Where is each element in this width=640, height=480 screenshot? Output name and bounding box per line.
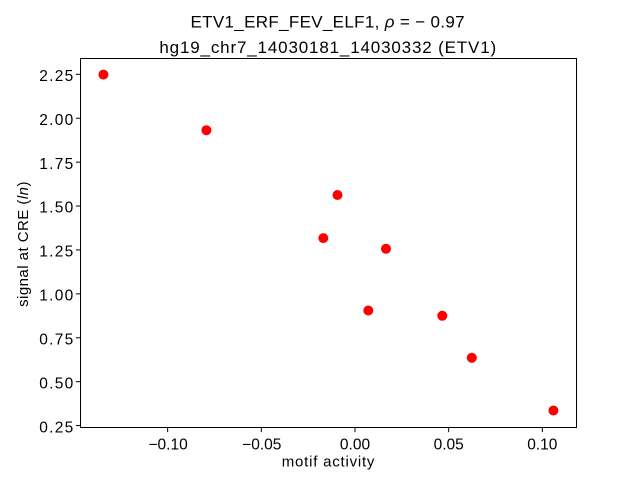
svg-text:0.10: 0.10 <box>527 436 558 453</box>
svg-text:0.05: 0.05 <box>434 436 464 453</box>
svg-text:0.50: 0.50 <box>39 375 74 392</box>
svg-text:0.25: 0.25 <box>39 419 74 436</box>
svg-text:−0.05: −0.05 <box>242 436 281 453</box>
svg-text:−0.10: −0.10 <box>148 436 188 453</box>
svg-text:0.75: 0.75 <box>39 331 74 348</box>
svg-text:0.00: 0.00 <box>340 436 371 453</box>
svg-text:2.00: 2.00 <box>39 112 74 129</box>
svg-text:ETV1_ERF_FEV_ELF1, ρ = − 0.97: ETV1_ERF_FEV_ELF1, ρ = − 0.97 <box>190 13 464 32</box>
svg-text:hg19_chr7_14030181_14030332 (E: hg19_chr7_14030181_14030332 (ETV1) <box>159 38 497 57</box>
svg-text:1.25: 1.25 <box>39 244 74 261</box>
svg-text:1.75: 1.75 <box>39 156 74 173</box>
svg-text:1.00: 1.00 <box>39 288 74 305</box>
svg-text:1.50: 1.50 <box>39 200 74 217</box>
svg-text:2.25: 2.25 <box>39 68 74 85</box>
svg-text:signal at CRE (ln): signal at CRE (ln) <box>15 181 32 307</box>
svg-text:motif activity: motif activity <box>282 453 375 470</box>
